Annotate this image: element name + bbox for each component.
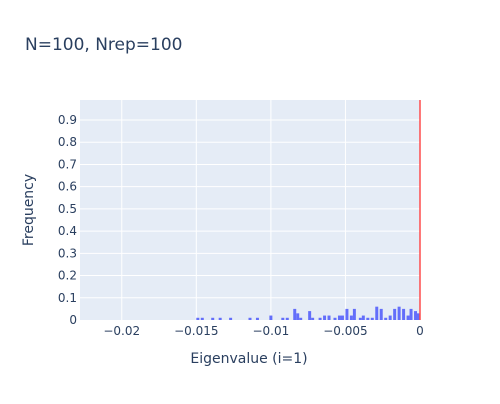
histogram-bar — [388, 315, 392, 320]
histogram-bar — [281, 317, 285, 320]
x-tick-label: −0.01 — [252, 324, 289, 338]
histogram-bar — [397, 306, 401, 320]
x-tick-label: −0.015 — [174, 324, 218, 338]
y-axis-ticks: 0 0.1 0.2 0.3 0.4 0.5 0.6 0.7 0.8 0.9 — [58, 113, 77, 327]
histogram-bar — [327, 315, 331, 320]
histogram-bar — [299, 317, 303, 320]
histogram-bar — [323, 315, 327, 320]
histogram-bar — [345, 308, 349, 320]
x-axis-label: Eigenvalue (i=1) — [190, 351, 307, 367]
y-tick-label: 0.2 — [58, 269, 77, 283]
histogram-bar — [293, 308, 297, 320]
y-axis-label: Frequency — [21, 174, 37, 246]
histogram-bar — [196, 317, 200, 320]
histogram-bar — [255, 317, 259, 320]
histogram-bar — [349, 315, 353, 320]
histogram-bar — [333, 317, 337, 320]
histogram-bar — [318, 317, 322, 320]
histogram-bar — [375, 306, 379, 320]
y-tick-label: 0.1 — [58, 291, 77, 305]
y-tick-label: 0.9 — [58, 113, 77, 127]
plot-area — [80, 100, 420, 320]
chart-title: N=100, Nrep=100 — [25, 35, 183, 55]
histogram-bar — [406, 315, 410, 320]
y-tick-label: 0 — [69, 313, 77, 327]
histogram-bar — [409, 308, 413, 320]
histogram-bar — [358, 317, 362, 320]
histogram-bar — [269, 315, 273, 320]
x-tick-label: −0.005 — [323, 324, 367, 338]
y-tick-label: 0.3 — [58, 246, 77, 260]
x-axis-ticks: −0.02 −0.015 −0.01 −0.005 0 — [103, 324, 423, 338]
histogram-bar — [308, 311, 312, 320]
histogram-bar — [337, 315, 341, 320]
histogram-bar — [379, 308, 383, 320]
histogram-bar — [393, 308, 397, 320]
histogram-bar — [361, 315, 365, 320]
histogram-bar — [402, 308, 406, 320]
bars — [196, 306, 420, 320]
histogram-bar — [366, 317, 370, 320]
histogram-bar — [370, 317, 374, 320]
histogram-bar — [229, 317, 233, 320]
x-tick-label: 0 — [416, 324, 424, 338]
histogram-bar — [384, 317, 388, 320]
y-tick-label: 0.8 — [58, 135, 77, 149]
histogram-bar — [248, 317, 252, 320]
y-tick-label: 0.4 — [58, 224, 77, 238]
x-tick-label: −0.02 — [103, 324, 140, 338]
histogram-bar — [218, 317, 222, 320]
histogram-bar — [414, 311, 418, 320]
histogram-bar — [285, 317, 289, 320]
y-tick-label: 0.6 — [58, 180, 77, 194]
histogram-bar — [417, 313, 420, 320]
histogram-bar — [200, 317, 204, 320]
histogram-bar — [311, 317, 315, 320]
y-tick-label: 0.7 — [58, 157, 77, 171]
histogram-bar — [211, 317, 215, 320]
histogram-bar — [352, 308, 356, 320]
histogram-bar — [340, 315, 344, 320]
y-tick-label: 0.5 — [58, 202, 77, 216]
histogram-bar — [296, 313, 300, 320]
